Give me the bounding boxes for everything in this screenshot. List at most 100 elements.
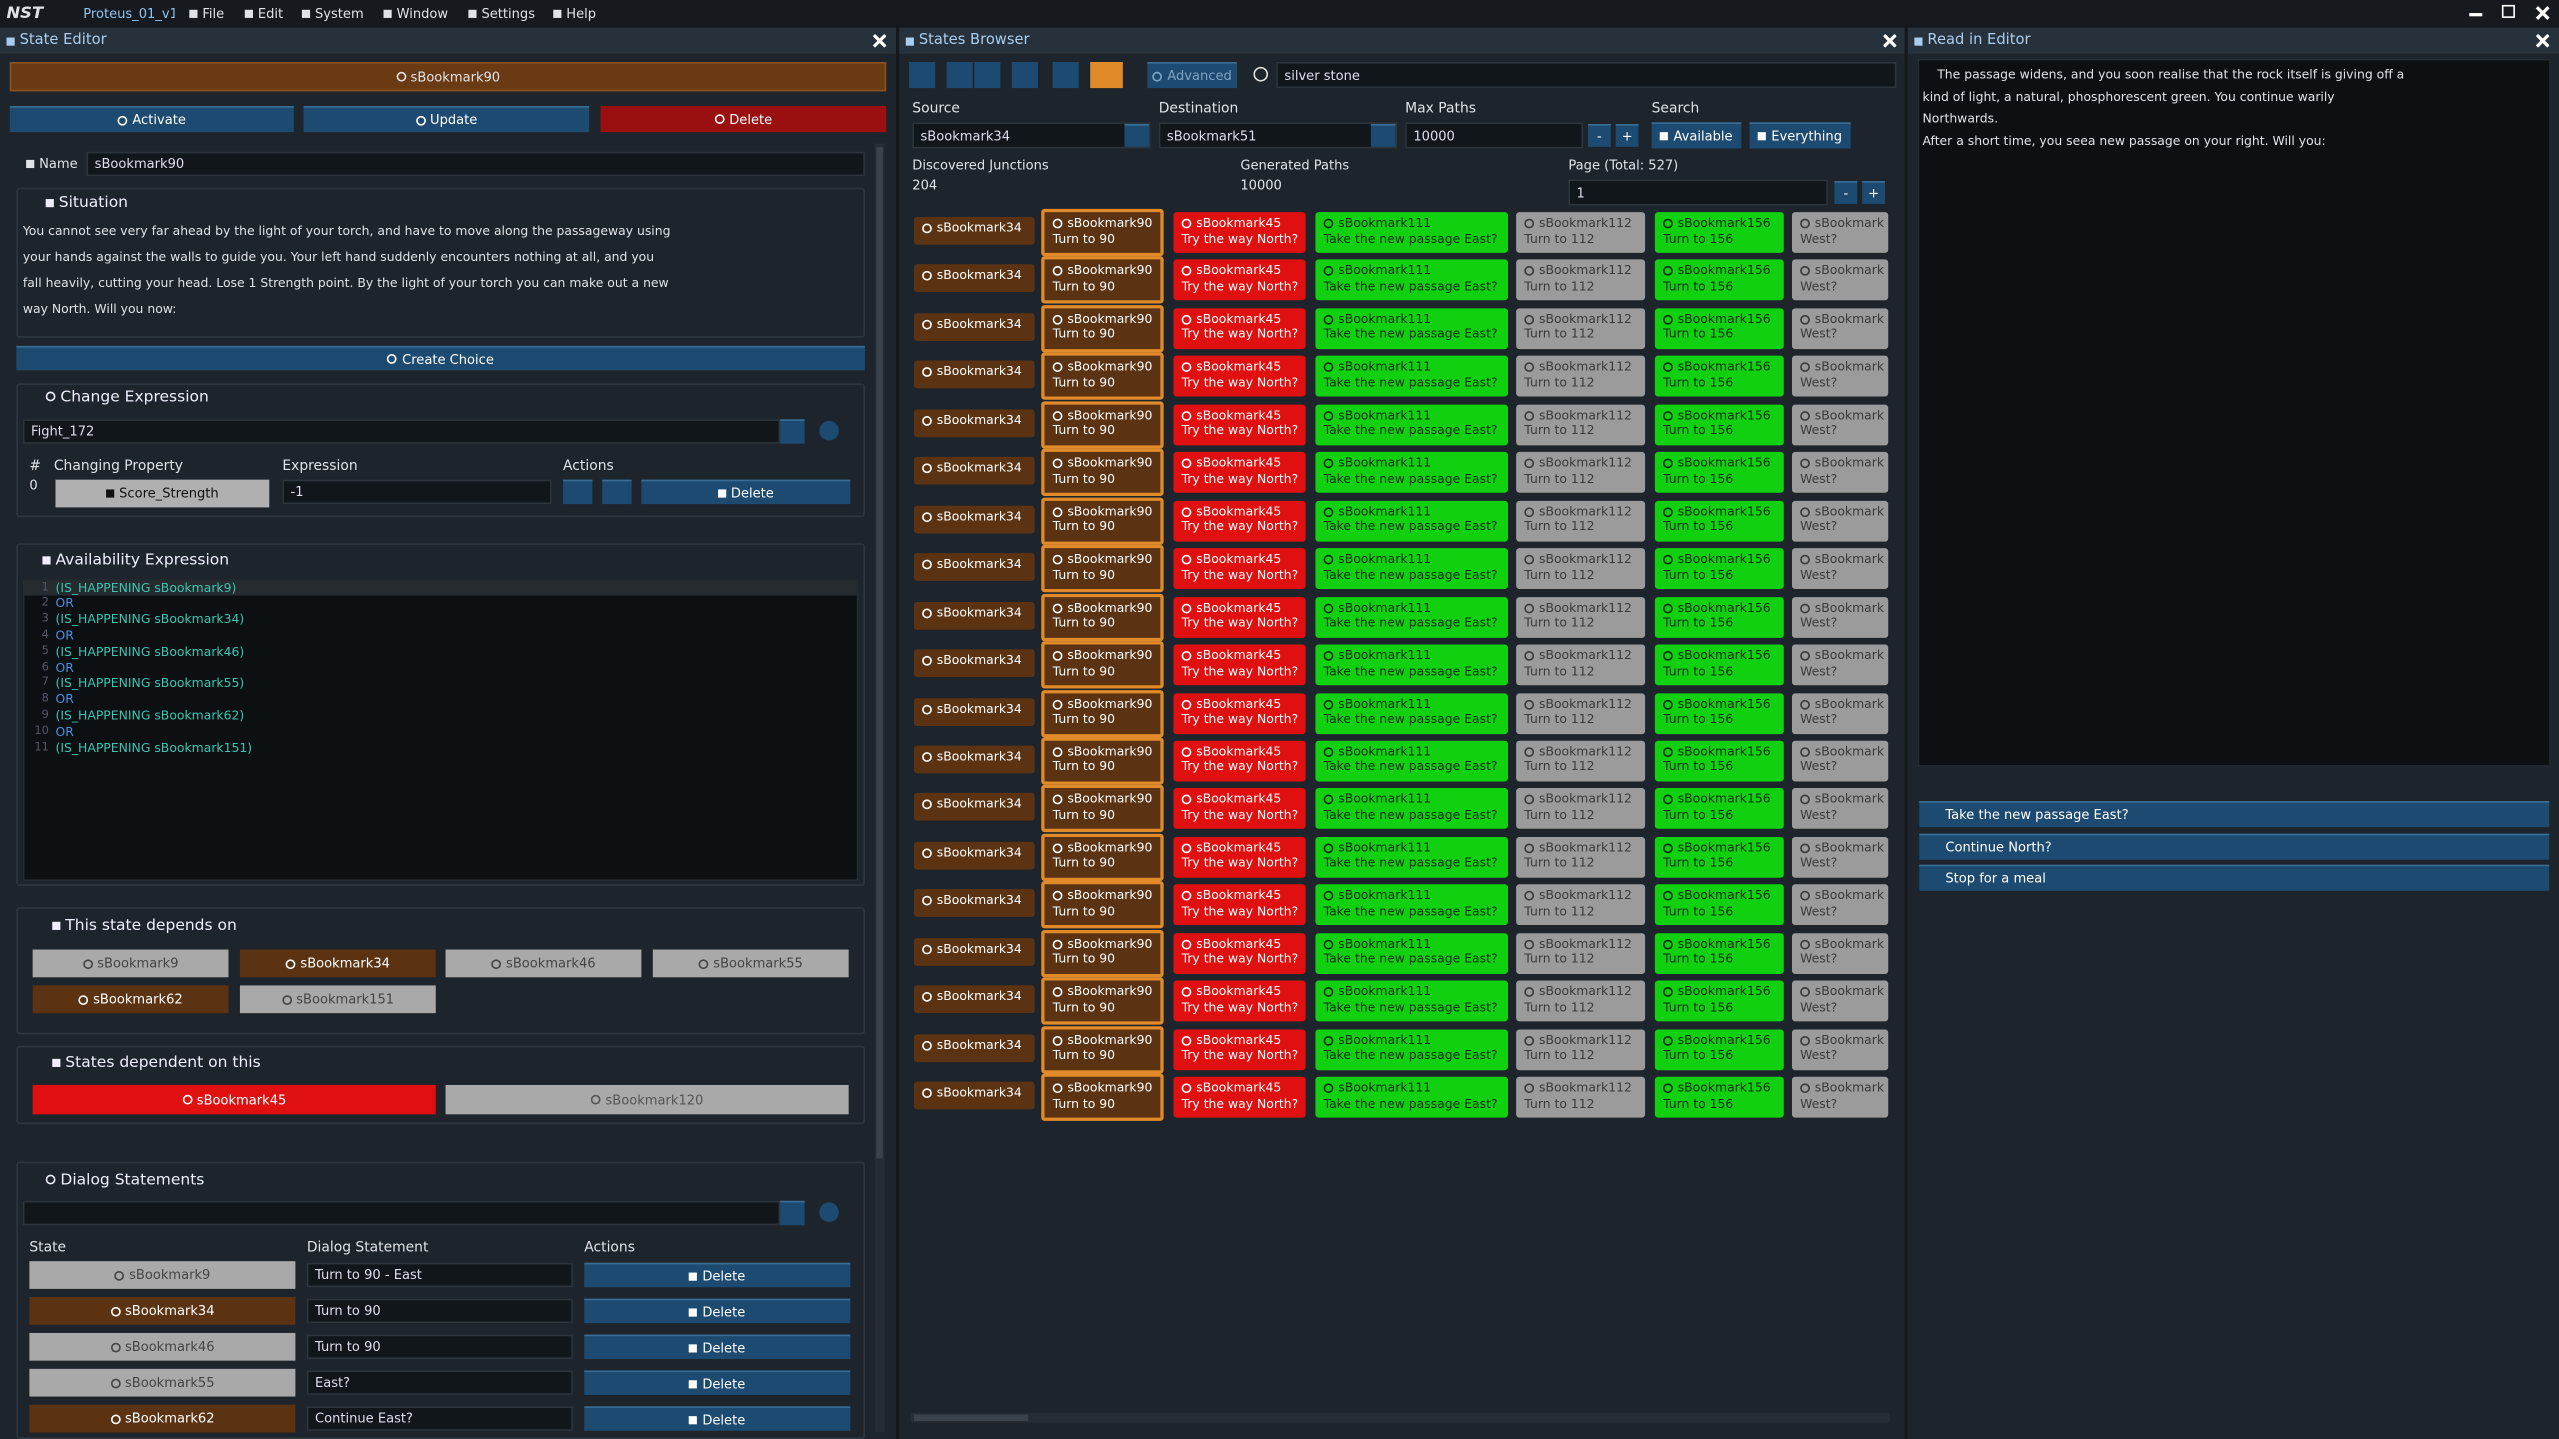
state-cell[interactable]: sBookmark156 Turn to 156 xyxy=(1654,548,1784,590)
state-cell[interactable]: sBookmark112 Turn to 112 xyxy=(1516,596,1646,638)
state-cell[interactable]: sBookmark45 Try the way North? xyxy=(1173,1028,1306,1070)
state-cell[interactable]: sBookmark90 Turn to 90 xyxy=(1041,352,1164,401)
create-choice-button[interactable]: Create Choice xyxy=(16,345,865,371)
state-cell[interactable]: sBookmark West? xyxy=(1791,788,1889,830)
state-cell[interactable]: sBookmark West? xyxy=(1791,452,1889,494)
state-cell[interactable]: sBookmark112 Turn to 112 xyxy=(1516,788,1646,830)
delete-button[interactable]: Delete xyxy=(584,1262,851,1288)
state-cell[interactable]: sBookmark111 Take the new passage East? xyxy=(1315,884,1508,926)
state-cell[interactable]: sBookmark West? xyxy=(1791,548,1889,590)
state-button[interactable]: sBookmark151 xyxy=(239,985,436,1014)
action-button[interactable]: Activate xyxy=(9,106,294,133)
statement-input[interactable]: Turn to 90 xyxy=(306,1334,573,1360)
state-cell[interactable]: sBookmark112 Turn to 112 xyxy=(1516,308,1646,349)
menu-item[interactable]: System xyxy=(295,3,377,23)
state-cell[interactable]: sBookmark34 xyxy=(913,553,1035,582)
state-cell[interactable]: sBookmark90 Turn to 90 xyxy=(1041,256,1164,305)
close-app-button[interactable] xyxy=(2536,7,2549,20)
state-cell[interactable]: sBookmark45 Try the way North? xyxy=(1173,836,1306,878)
state-cell[interactable]: sBookmark West? xyxy=(1791,644,1889,686)
state-cell[interactable]: sBookmark112 Turn to 112 xyxy=(1516,1076,1646,1118)
menu-item[interactable]: Help xyxy=(547,3,629,23)
state-cell[interactable]: sBookmark111 Take the new passage East? xyxy=(1315,740,1508,782)
state-cell[interactable]: sBookmark90 Turn to 90 xyxy=(1041,881,1164,929)
state-cell[interactable]: sBookmark West? xyxy=(1791,260,1889,301)
state-cell[interactable]: sBookmark112 Turn to 112 xyxy=(1516,836,1646,878)
state-cell[interactable]: sBookmark90 Turn to 90 xyxy=(1041,929,1164,977)
expression-dropdown[interactable]: Fight_172 xyxy=(22,419,781,444)
state-cell[interactable]: sBookmark West? xyxy=(1791,740,1889,782)
statement-input[interactable]: Turn to 90 xyxy=(306,1298,573,1324)
state-cell[interactable]: sBookmark156 Turn to 156 xyxy=(1654,308,1784,349)
state-cell[interactable]: sBookmark111 Take the new passage East? xyxy=(1315,788,1508,830)
state-button[interactable]: sBookmark34 xyxy=(29,1297,296,1325)
scrollbar-thumb[interactable] xyxy=(876,146,883,1159)
state-button[interactable]: sBookmark55 xyxy=(29,1368,296,1397)
state-cell[interactable]: sBookmark West? xyxy=(1791,692,1889,734)
menu-item[interactable]: File xyxy=(183,3,265,23)
state-cell[interactable]: sBookmark112 Turn to 112 xyxy=(1516,1028,1646,1070)
state-button[interactable]: sBookmark9 xyxy=(32,949,229,978)
state-cell[interactable]: sBookmark90 Turn to 90 xyxy=(1041,545,1164,593)
delete-button[interactable]: Delete xyxy=(584,1406,851,1431)
state-cell[interactable]: sBookmark45 Try the way North? xyxy=(1173,932,1306,974)
state-cell[interactable]: sBookmark45 Try the way North? xyxy=(1173,788,1306,830)
toolbar-button[interactable] xyxy=(1011,61,1038,89)
state-cell[interactable]: sBookmark West? xyxy=(1791,308,1889,349)
destination-dropdown[interactable]: sBookmark51 xyxy=(1158,122,1398,149)
increment-button[interactable]: + xyxy=(1615,123,1639,147)
toolbar-button[interactable] xyxy=(946,61,973,89)
state-cell[interactable]: sBookmark156 Turn to 156 xyxy=(1654,404,1784,446)
dropdown-arrow[interactable] xyxy=(780,419,805,444)
state-cell[interactable]: sBookmark34 xyxy=(913,1081,1035,1110)
state-cell[interactable]: sBookmark156 Turn to 156 xyxy=(1654,932,1784,974)
menu-item[interactable]: Window xyxy=(377,3,459,23)
state-cell[interactable]: sBookmark156 Turn to 156 xyxy=(1654,260,1784,301)
toolbar-button[interactable] xyxy=(1090,61,1123,89)
state-cell[interactable]: sBookmark90 Turn to 90 xyxy=(1041,593,1164,641)
state-cell[interactable]: sBookmark112 Turn to 112 xyxy=(1516,404,1646,446)
property-button[interactable]: Score_Strength xyxy=(55,479,270,508)
move-up-button[interactable] xyxy=(563,479,593,505)
state-cell[interactable]: sBookmark112 Turn to 112 xyxy=(1516,356,1646,398)
add-button[interactable] xyxy=(819,420,839,441)
delete-button[interactable]: Delete xyxy=(584,1370,851,1395)
state-cell[interactable]: sBookmark156 Turn to 156 xyxy=(1654,596,1784,638)
state-button[interactable]: sBookmark55 xyxy=(652,949,849,978)
minimize-button[interactable] xyxy=(2469,13,2483,16)
state-cell[interactable]: sBookmark45 Try the way North? xyxy=(1173,308,1306,349)
statement-input[interactable]: Turn to 90 - East xyxy=(306,1262,573,1288)
add-button[interactable] xyxy=(819,1202,839,1222)
state-cell[interactable]: sBookmark West? xyxy=(1791,1076,1889,1118)
state-cell[interactable]: sBookmark111 Take the new passage East? xyxy=(1315,836,1508,878)
state-cell[interactable]: sBookmark156 Turn to 156 xyxy=(1654,740,1784,782)
state-cell[interactable]: sBookmark90 Turn to 90 xyxy=(1041,208,1164,257)
choice-button[interactable]: Continue North? xyxy=(1919,832,2550,859)
state-cell[interactable]: sBookmark156 Turn to 156 xyxy=(1654,836,1784,878)
state-cell[interactable]: sBookmark90 Turn to 90 xyxy=(1041,833,1164,881)
page-prev-button[interactable]: - xyxy=(1834,181,1858,204)
state-cell[interactable]: sBookmark45 Try the way North? xyxy=(1173,596,1306,638)
state-cell[interactable]: sBookmark112 Turn to 112 xyxy=(1516,980,1646,1022)
state-cell[interactable]: sBookmark45 Try the way North? xyxy=(1173,740,1306,782)
dialog-dropdown[interactable] xyxy=(22,1200,781,1226)
state-button[interactable]: sBookmark34 xyxy=(239,949,436,978)
state-cell[interactable]: sBookmark34 xyxy=(913,649,1035,678)
state-cell[interactable]: sBookmark34 xyxy=(913,265,1035,293)
state-cell[interactable]: sBookmark111 Take the new passage East? xyxy=(1315,1076,1508,1118)
choice-button[interactable]: Take the new passage East? xyxy=(1919,801,2550,828)
maximize-button[interactable] xyxy=(2501,4,2515,18)
state-cell[interactable]: sBookmark West? xyxy=(1791,596,1889,638)
state-cell[interactable]: sBookmark90 Turn to 90 xyxy=(1041,737,1164,785)
state-cell[interactable]: sBookmark45 Try the way North? xyxy=(1173,500,1306,542)
state-cell[interactable]: sBookmark90 Turn to 90 xyxy=(1041,1073,1164,1121)
delete-button[interactable]: Delete xyxy=(584,1298,851,1324)
expression-input[interactable]: -1 xyxy=(282,479,552,505)
state-cell[interactable]: sBookmark34 xyxy=(913,1033,1035,1062)
state-button[interactable]: sBookmark46 xyxy=(29,1332,296,1361)
state-button[interactable]: sBookmark45 xyxy=(32,1084,436,1115)
state-cell[interactable]: sBookmark156 Turn to 156 xyxy=(1654,356,1784,398)
state-cell[interactable]: sBookmark45 Try the way North? xyxy=(1173,1076,1306,1118)
state-cell[interactable]: sBookmark90 Turn to 90 xyxy=(1041,497,1164,545)
state-cell[interactable]: sBookmark34 xyxy=(913,793,1035,822)
